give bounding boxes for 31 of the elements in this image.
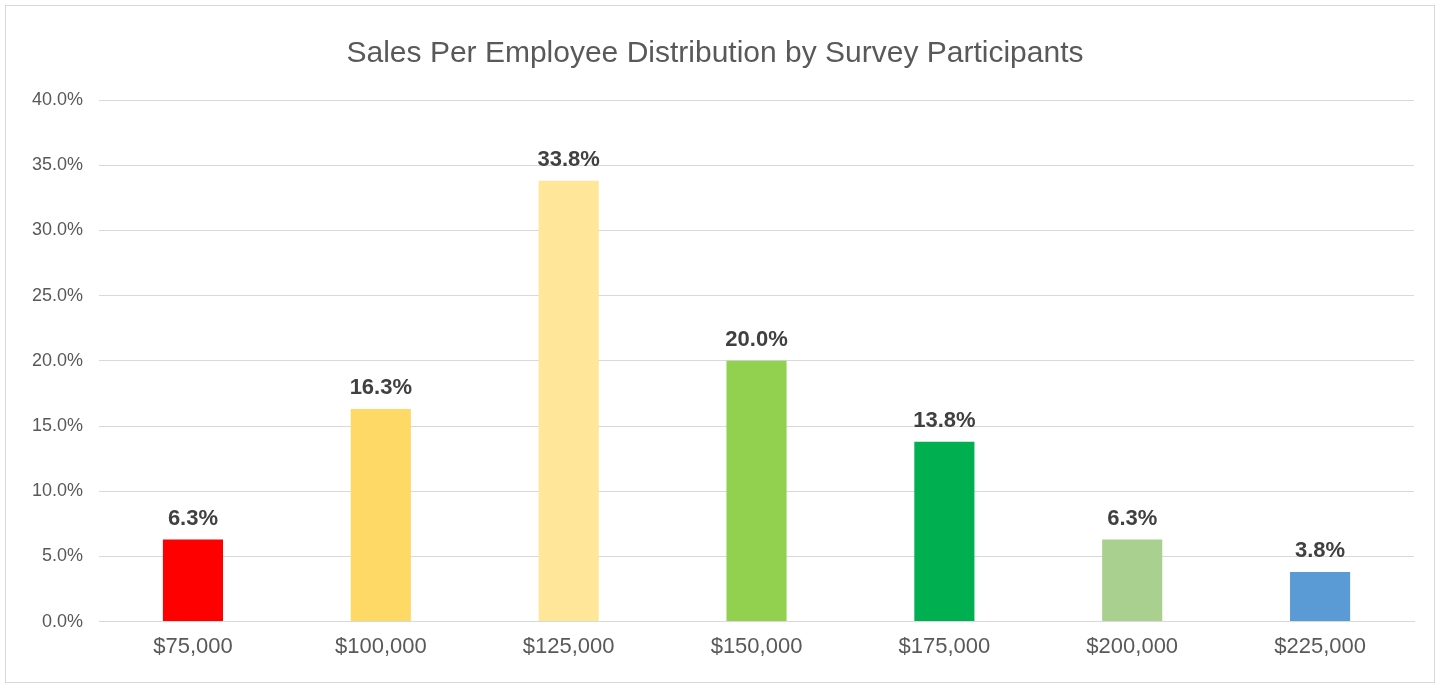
y-tick-label: 25.0% — [31, 284, 84, 305]
x-tick-label: $125,000 — [522, 632, 615, 658]
bar — [914, 441, 975, 622]
data-label: 6.3% — [167, 504, 219, 530]
data-label: 16.3% — [349, 374, 413, 400]
data-label: 13.8% — [913, 406, 976, 432]
y-tick-label: 35.0% — [31, 154, 84, 175]
bar — [350, 409, 411, 622]
data-label: 6.3% — [1107, 504, 1158, 530]
y-tick-label: 5.0% — [42, 545, 84, 566]
x-tick-label: $200,000 — [1086, 632, 1179, 658]
x-tick-label: $175,000 — [898, 632, 991, 658]
y-tick-label: 0.0% — [42, 610, 84, 631]
x-tick-label: $100,000 — [334, 632, 427, 658]
data-label: 33.8% — [537, 145, 600, 171]
x-tick-label: $150,000 — [710, 632, 803, 658]
bar — [162, 539, 224, 622]
y-tick-label: 10.0% — [31, 480, 84, 501]
bar — [726, 360, 787, 622]
x-tick-label: $75,000 — [153, 632, 233, 658]
bar — [1290, 572, 1351, 622]
bar — [1102, 539, 1163, 622]
x-tick-label: $225,000 — [1274, 632, 1366, 658]
data-label: 3.8% — [1295, 537, 1346, 563]
y-tick-label: 40.0% — [31, 88, 84, 109]
bar — [538, 180, 599, 622]
y-tick-label: 15.0% — [31, 414, 84, 435]
y-tick-label: 20.0% — [31, 349, 84, 370]
y-tick-label: 30.0% — [31, 219, 84, 240]
chart-title: Sales Per Employee Distribution by Survey Participants — [346, 35, 1084, 69]
data-label: 20.0% — [725, 325, 788, 351]
